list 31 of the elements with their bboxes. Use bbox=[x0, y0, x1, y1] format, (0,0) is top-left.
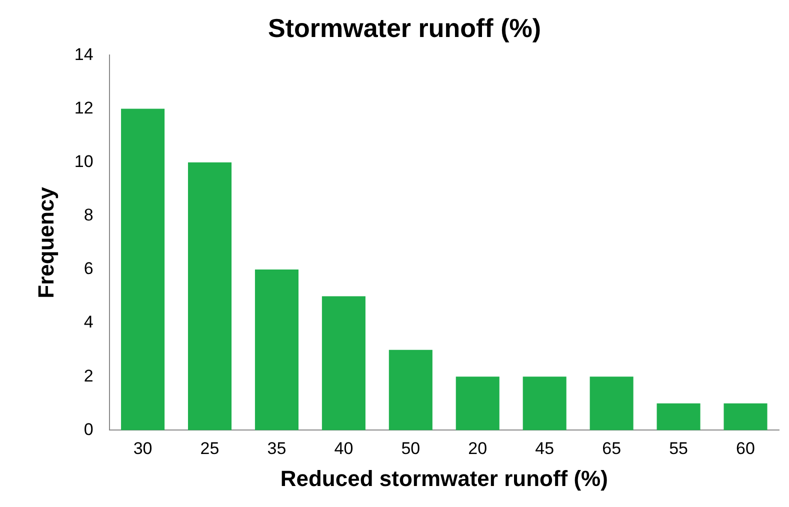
y-tick-label: 4 bbox=[84, 312, 94, 332]
x-axis-title: Reduced stormwater runoff (%) bbox=[280, 466, 608, 491]
bar bbox=[656, 403, 700, 430]
x-tick-label: 45 bbox=[535, 439, 554, 458]
bar bbox=[522, 376, 566, 430]
x-tick-label: 35 bbox=[267, 439, 286, 458]
bar bbox=[188, 162, 232, 430]
bar bbox=[724, 403, 768, 430]
x-tick-label: 20 bbox=[468, 439, 488, 458]
x-tick-label: 30 bbox=[133, 439, 152, 458]
x-tick-label: 55 bbox=[669, 439, 688, 458]
y-tick-label: 6 bbox=[84, 259, 94, 278]
bar bbox=[254, 269, 298, 430]
x-tick-label: 60 bbox=[736, 439, 755, 458]
y-tick-label: 0 bbox=[84, 420, 94, 439]
y-tick-label: 10 bbox=[74, 152, 94, 172]
y-tick-label: 2 bbox=[84, 366, 94, 386]
x-tick-label: 65 bbox=[602, 439, 622, 458]
x-tick-label: 25 bbox=[200, 439, 220, 458]
bar bbox=[590, 376, 634, 430]
x-tick-label: 40 bbox=[334, 439, 354, 458]
bar bbox=[388, 350, 432, 430]
y-axis-title: Frequency bbox=[33, 186, 58, 298]
y-tick-label: 14 bbox=[74, 44, 94, 64]
bar bbox=[121, 108, 165, 430]
y-tick-label: 12 bbox=[74, 98, 94, 118]
y-tick-label: 8 bbox=[84, 206, 94, 225]
bar bbox=[456, 376, 500, 430]
chart-title: Stormwater runoff (%) bbox=[268, 12, 541, 43]
x-tick-label: 50 bbox=[401, 439, 420, 458]
bar bbox=[322, 296, 366, 430]
